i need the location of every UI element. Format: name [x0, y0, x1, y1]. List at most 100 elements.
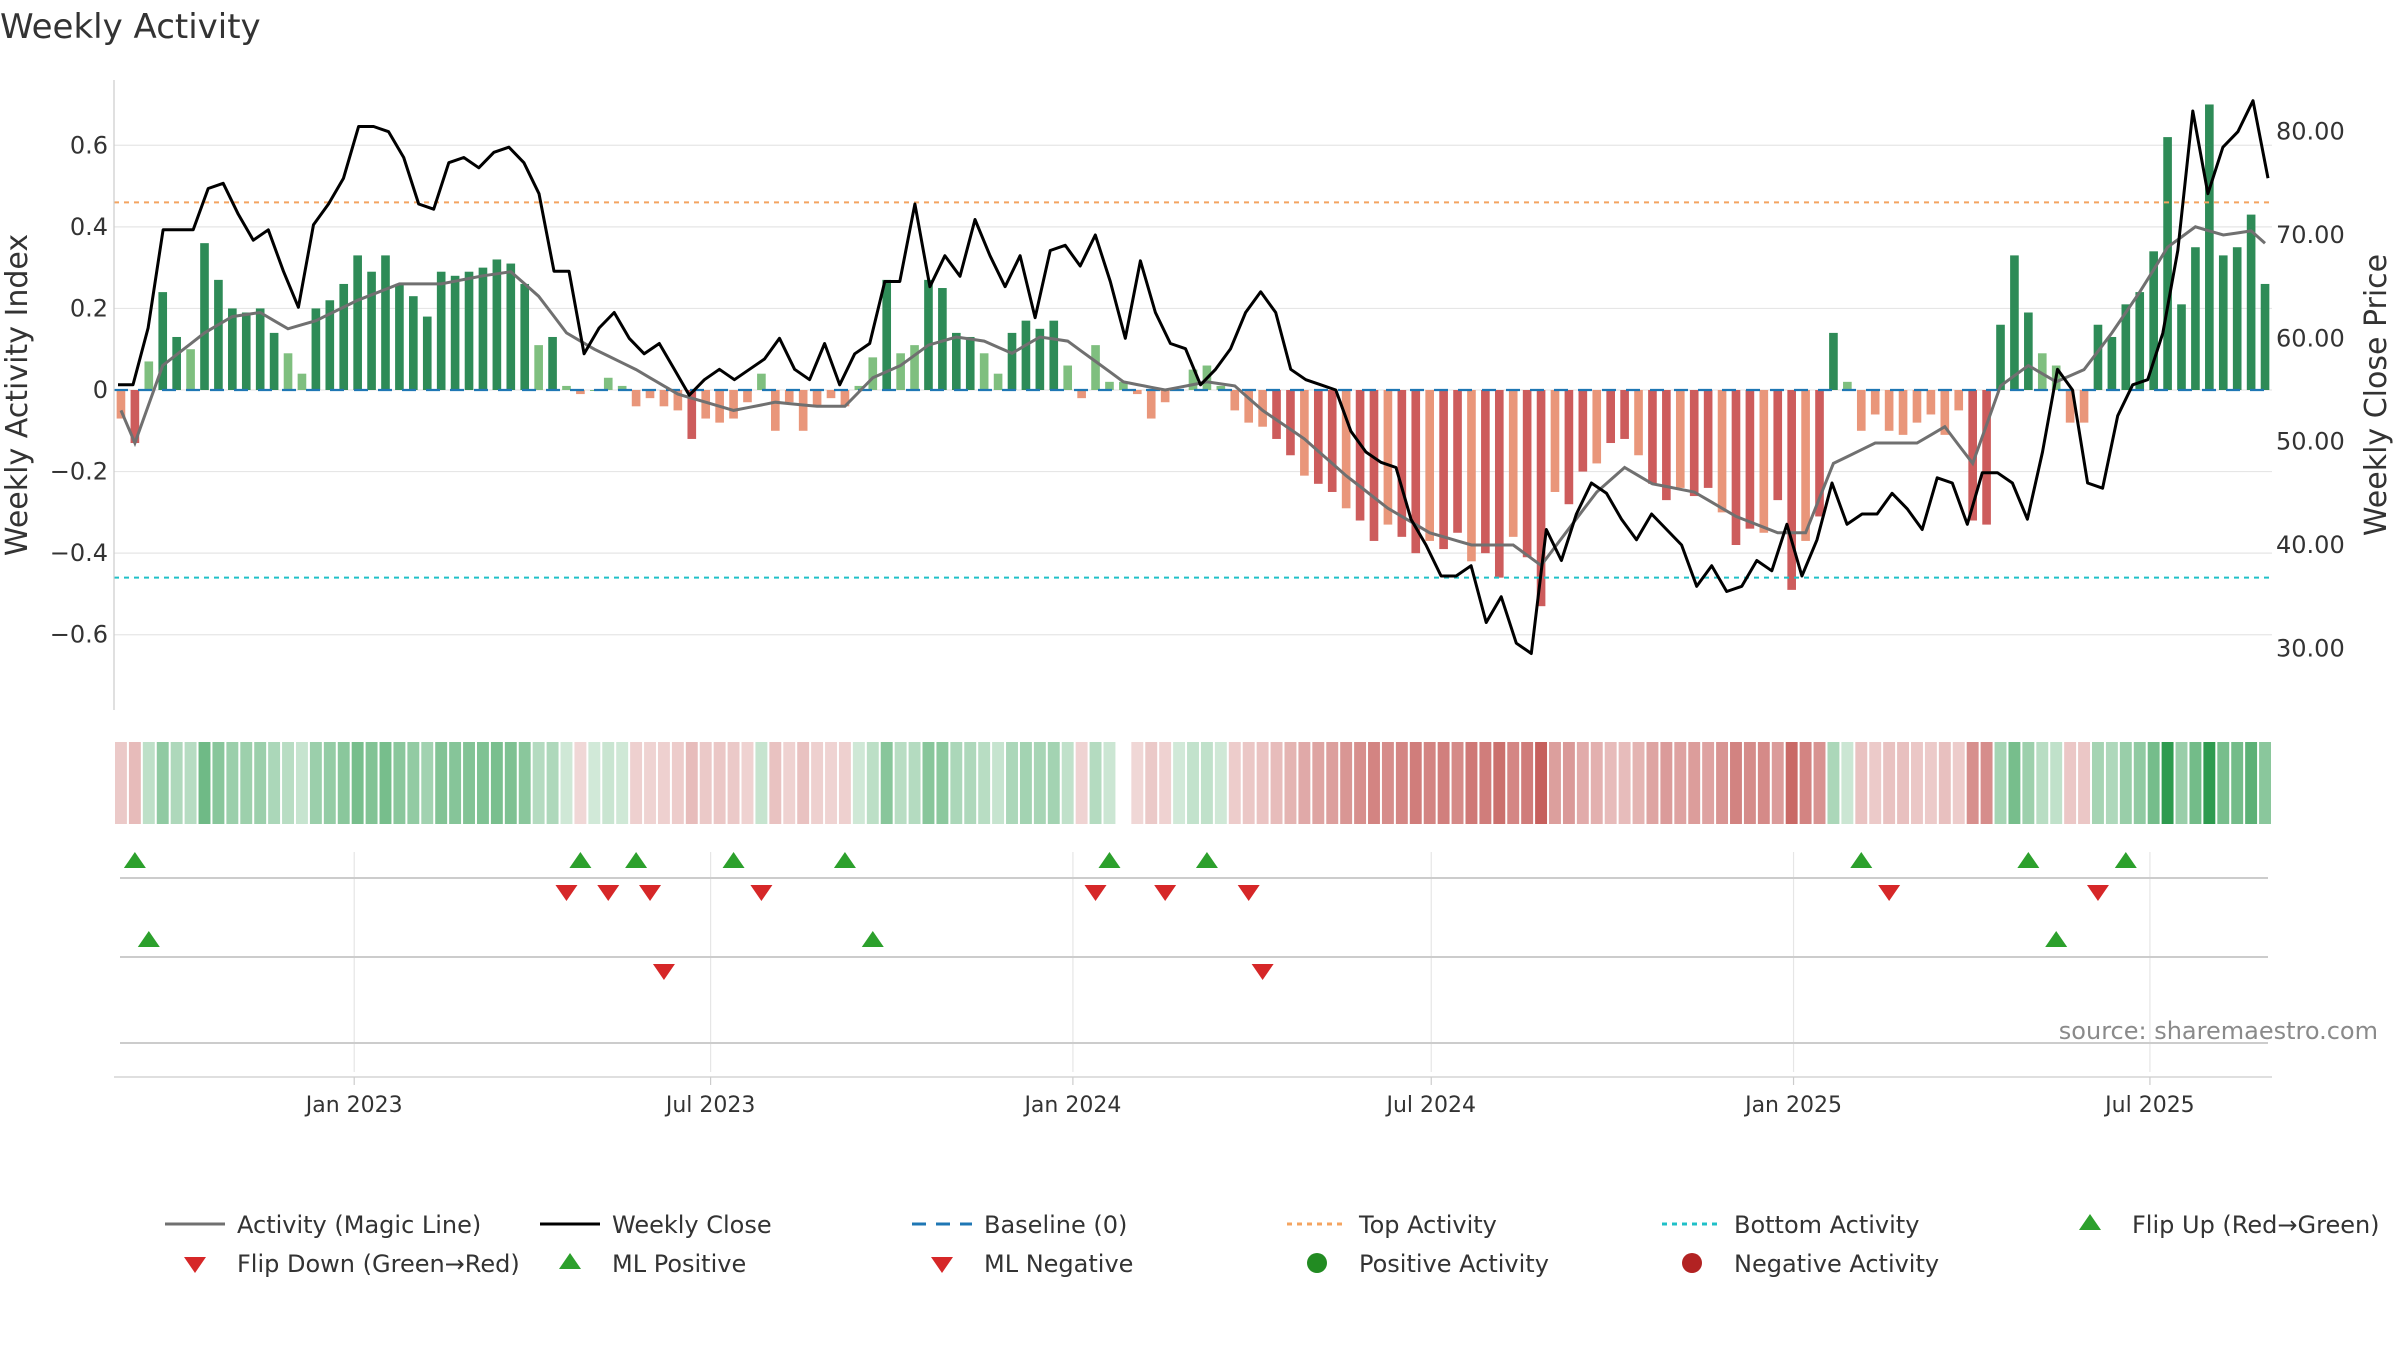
- x-tick-label: Jan 2023: [304, 1093, 403, 1118]
- signal-panels: [120, 877, 2268, 1044]
- activity-bar: [840, 390, 850, 407]
- y-tick-label: 0.4: [70, 213, 108, 241]
- signal-markers: [123, 852, 2137, 980]
- activity-strip-cell: [1827, 742, 1840, 824]
- flip-down-marker: [555, 885, 578, 901]
- activity-strip-cell: [1702, 742, 1715, 824]
- activity-strip-cell: [1354, 742, 1367, 824]
- activity-strip-cell: [1869, 742, 1882, 824]
- activity-bar: [1843, 381, 1852, 390]
- activity-strip-cell: [2008, 742, 2021, 824]
- activity-strip-cell: [2203, 742, 2216, 824]
- activity-strip-cell: [184, 742, 197, 824]
- flip-up-marker: [569, 852, 592, 868]
- flip-up-marker: [833, 852, 856, 868]
- y2-tick-label: 70.00: [2276, 221, 2345, 249]
- activity-strip-cell: [351, 742, 364, 824]
- activity-bar: [1119, 381, 1128, 390]
- activity-strip-cell: [337, 742, 350, 824]
- y2-tick-label: 80.00: [2276, 118, 2345, 146]
- activity-strip-cell: [1938, 742, 1951, 824]
- flip-up-marker: [1850, 852, 1873, 868]
- ml-negative-marker: [652, 964, 675, 980]
- activity-strip-cell: [295, 742, 308, 824]
- flip-down-marker: [1237, 885, 1260, 901]
- activity-strip-cell: [1061, 742, 1074, 824]
- activity-bar: [1425, 390, 1434, 541]
- activity-strip-cell: [1646, 742, 1659, 824]
- activity-bar: [1077, 390, 1086, 399]
- activity-bar: [520, 283, 530, 390]
- activity-bar: [2079, 390, 2089, 423]
- activity-bar: [1662, 390, 1671, 501]
- activity-strip-cell: [2231, 742, 2244, 824]
- activity-strip-cell: [1785, 742, 1798, 824]
- y2-tick-label: 30.00: [2276, 634, 2345, 662]
- activity-bar: [673, 390, 683, 411]
- activity-strip-cell: [838, 742, 851, 824]
- activity-bar: [1091, 345, 1100, 390]
- activity-strip-cell: [1966, 742, 1979, 824]
- activity-bar: [464, 271, 474, 390]
- activity-strip-cell: [616, 742, 629, 824]
- activity-bar: [2232, 247, 2242, 390]
- activity-strip-cell: [1855, 742, 1868, 824]
- activity-strip-cell: [1980, 742, 1993, 824]
- activity-bar: [311, 308, 321, 390]
- activity-bar: [2191, 247, 2200, 390]
- activity-bar: [450, 275, 460, 390]
- activity-bar: [1132, 390, 1142, 395]
- activity-bar: [2205, 104, 2214, 390]
- activity-bar: [771, 390, 780, 431]
- activity-strip-cell: [2119, 742, 2132, 824]
- flip-up-marker: [625, 852, 648, 868]
- activity-bar: [1453, 390, 1462, 533]
- flip-down-marker: [2086, 885, 2109, 901]
- activity-bar: [2010, 255, 2019, 390]
- activity-bar: [367, 271, 376, 390]
- series-lines: [118, 99, 2270, 655]
- activity-strip-cell: [1312, 742, 1325, 824]
- activity-strip-cell: [254, 742, 267, 824]
- activity-bar: [1703, 390, 1713, 488]
- activity-bar: [1606, 390, 1615, 444]
- activity-strip-cell: [1131, 742, 1144, 824]
- activity-strip-cell: [2175, 742, 2188, 824]
- activity-bar: [1926, 390, 1936, 415]
- legend: Activity (Magic Line) Weekly Close Baselin…: [165, 1211, 2380, 1278]
- activity-strip-cell: [811, 742, 824, 824]
- activity-bar: [1536, 390, 1546, 607]
- legend-item: Flip Down (Green→Red): [184, 1250, 520, 1278]
- activity-bar: [1007, 332, 1017, 390]
- activity-bar: [1675, 390, 1685, 488]
- activity-bar: [144, 361, 154, 390]
- activity-strip-cell: [630, 742, 643, 824]
- activity-bar: [241, 312, 251, 390]
- activity-strip-cell: [1604, 742, 1617, 824]
- activity-bar: [868, 357, 878, 390]
- activity-bar: [158, 292, 168, 390]
- activity-strip-cell: [797, 742, 810, 824]
- activity-strip-cell: [240, 742, 253, 824]
- activity-strip-cell: [532, 742, 545, 824]
- activity-bar: [1063, 365, 1073, 390]
- activity-strip-cell: [783, 742, 796, 824]
- legend-item: Baseline (0): [912, 1211, 1127, 1239]
- activity-bar: [228, 308, 237, 390]
- x-tick-label: Jan 2024: [1022, 1093, 1121, 1118]
- activity-bar: [1787, 390, 1796, 590]
- y-tick-label: −0.2: [50, 458, 108, 486]
- x-tick-label: Jul 2023: [664, 1093, 756, 1118]
- y-tick-label: 0.6: [70, 131, 108, 159]
- x-tick-label: Jan 2025: [1743, 1093, 1842, 1118]
- activity-bar: [1286, 390, 1295, 456]
- activity-strip: [115, 742, 2271, 824]
- activity-bar: [1146, 390, 1156, 419]
- activity-strip-cell: [657, 742, 670, 824]
- ml-positive-marker: [2045, 931, 2068, 947]
- activity-strip-cell: [574, 742, 587, 824]
- activity-strip-cell: [1214, 742, 1227, 824]
- activity-strip-cell: [476, 742, 489, 824]
- activity-strip-cell: [1618, 742, 1631, 824]
- activity-bar: [1244, 390, 1254, 423]
